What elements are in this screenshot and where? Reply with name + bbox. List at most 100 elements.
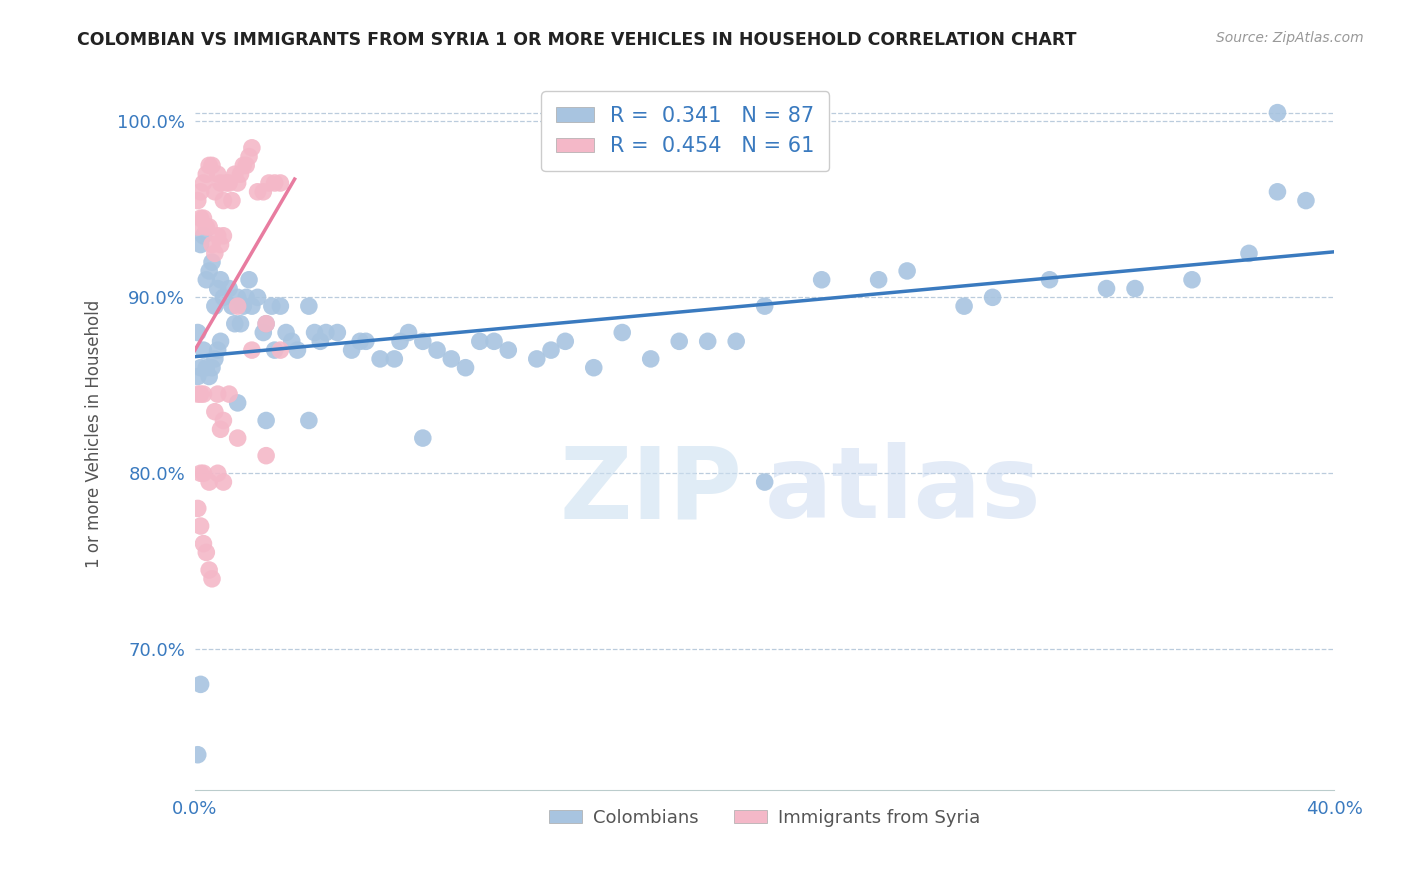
Point xyxy=(190,185,212,199)
Point xyxy=(426,343,449,358)
Point xyxy=(195,545,218,559)
Point xyxy=(953,299,976,313)
Point xyxy=(315,326,337,340)
Point xyxy=(195,360,218,375)
Point xyxy=(198,369,221,384)
Point xyxy=(554,334,576,349)
Point xyxy=(252,326,274,340)
Point xyxy=(224,167,246,181)
Point xyxy=(187,194,209,208)
Point xyxy=(468,334,491,349)
Point xyxy=(209,176,232,190)
Point xyxy=(212,228,235,243)
Point xyxy=(1295,194,1317,208)
Point xyxy=(218,281,240,295)
Point xyxy=(198,475,221,489)
Point xyxy=(190,387,212,401)
Point xyxy=(810,273,832,287)
Point xyxy=(207,167,229,181)
Point xyxy=(201,237,224,252)
Point xyxy=(229,317,252,331)
Point xyxy=(1267,105,1289,120)
Point xyxy=(195,219,218,234)
Point xyxy=(246,185,269,199)
Point xyxy=(526,351,548,366)
Point xyxy=(240,343,263,358)
Point xyxy=(754,475,776,489)
Point xyxy=(198,219,221,234)
Point xyxy=(193,228,215,243)
Point xyxy=(204,299,226,313)
Point xyxy=(340,343,363,358)
Point xyxy=(209,334,232,349)
Point xyxy=(725,334,748,349)
Point xyxy=(1267,185,1289,199)
Point xyxy=(187,387,209,401)
Point xyxy=(257,176,280,190)
Point xyxy=(412,334,434,349)
Point xyxy=(354,334,377,349)
Point xyxy=(193,387,215,401)
Point xyxy=(868,273,890,287)
Point xyxy=(269,176,291,190)
Point xyxy=(252,185,274,199)
Point xyxy=(221,299,243,313)
Point xyxy=(204,405,226,419)
Point xyxy=(274,326,297,340)
Text: Source: ZipAtlas.com: Source: ZipAtlas.com xyxy=(1216,31,1364,45)
Point xyxy=(896,264,918,278)
Point xyxy=(187,501,209,516)
Point xyxy=(1038,273,1060,287)
Point xyxy=(226,176,249,190)
Point xyxy=(235,290,257,304)
Point xyxy=(190,519,212,533)
Point xyxy=(412,431,434,445)
Point xyxy=(204,351,226,366)
Point xyxy=(193,176,215,190)
Point xyxy=(218,387,240,401)
Point xyxy=(198,264,221,278)
Point xyxy=(498,343,520,358)
Point xyxy=(668,334,690,349)
Point xyxy=(240,299,263,313)
Point xyxy=(201,255,224,269)
Point xyxy=(212,290,235,304)
Point xyxy=(195,273,218,287)
Point xyxy=(981,290,1004,304)
Point xyxy=(254,449,277,463)
Y-axis label: 1 or more Vehicles in Household: 1 or more Vehicles in Household xyxy=(86,300,103,568)
Point xyxy=(482,334,505,349)
Point xyxy=(389,334,412,349)
Point xyxy=(226,396,249,410)
Point xyxy=(207,228,229,243)
Point xyxy=(207,387,229,401)
Text: ZIP: ZIP xyxy=(560,442,742,539)
Point xyxy=(1095,281,1118,295)
Point xyxy=(238,150,260,164)
Point xyxy=(640,351,662,366)
Point xyxy=(190,211,212,226)
Point xyxy=(207,467,229,481)
Point xyxy=(187,747,209,762)
Point xyxy=(612,326,634,340)
Point xyxy=(382,351,405,366)
Point xyxy=(1123,281,1146,295)
Point xyxy=(226,299,249,313)
Point xyxy=(229,167,252,181)
Point xyxy=(187,326,209,340)
Point xyxy=(582,360,605,375)
Point xyxy=(226,290,249,304)
Point xyxy=(263,176,285,190)
Point xyxy=(187,369,209,384)
Point xyxy=(187,219,209,234)
Point xyxy=(240,141,263,155)
Text: COLOMBIAN VS IMMIGRANTS FROM SYRIA 1 OR MORE VEHICLES IN HOUSEHOLD CORRELATION C: COLOMBIAN VS IMMIGRANTS FROM SYRIA 1 OR … xyxy=(77,31,1077,49)
Point xyxy=(193,536,215,550)
Point xyxy=(309,334,332,349)
Point xyxy=(190,237,212,252)
Point xyxy=(260,299,283,313)
Point xyxy=(368,351,391,366)
Point xyxy=(281,334,304,349)
Point xyxy=(287,343,309,358)
Point xyxy=(193,211,215,226)
